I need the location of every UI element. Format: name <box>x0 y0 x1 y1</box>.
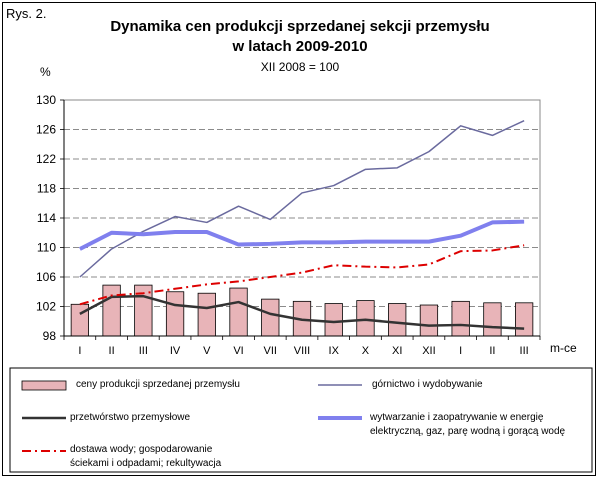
x-tick-label: II <box>489 345 495 357</box>
bar <box>356 300 375 337</box>
legend-label-mining: górnictwo i wydobywanie <box>372 379 483 390</box>
x-tick-label: IV <box>170 345 181 357</box>
x-tick-label: X <box>362 345 370 357</box>
series-line-1 <box>79 119 525 278</box>
x-axis: I II III IV V VI VII VIII IX X XI XII I II III <box>63 335 541 357</box>
bar <box>483 302 502 337</box>
y-axis: 98 102 106 110 114 118 122 126 130 <box>36 93 65 343</box>
y-tick-label: 102 <box>36 300 56 314</box>
bar <box>451 300 470 337</box>
legend-label-energy-2: elektryczną, gaz, parę wodną i gorącą wo… <box>370 426 566 437</box>
bar <box>324 303 343 337</box>
x-axis-label: m-ce <box>550 341 577 355</box>
y-tick-label: 126 <box>36 123 56 137</box>
legend-label-bar: ceny produkcji sprzedanej przemysłu <box>76 379 240 390</box>
x-tick-label: III <box>520 345 529 357</box>
bar <box>70 303 89 337</box>
legend-swatch-bar <box>21 380 67 391</box>
bar <box>419 304 439 337</box>
x-tick-label: VII <box>264 345 277 357</box>
figure-label: Rys. 2. <box>6 6 47 21</box>
figure-frame <box>2 2 596 476</box>
chart-title-years: w latach 2009-2010 <box>232 38 368 55</box>
x-tick-label: VI <box>233 345 243 357</box>
x-tick-label: XI <box>392 345 402 357</box>
x-tick-label: II <box>109 345 115 357</box>
series-line-4 <box>79 244 525 306</box>
y-axis-label: % <box>40 65 51 79</box>
x-tick-label: V <box>203 345 211 357</box>
bar <box>197 292 216 337</box>
series-line-3 <box>78 219 525 251</box>
legend-label-manufacturing: przetwórstwo przemysłowe <box>70 412 191 423</box>
bar <box>388 303 407 337</box>
line-series <box>78 119 525 330</box>
x-tick-label: IX <box>329 345 340 357</box>
y-tick-label: 114 <box>37 211 56 225</box>
x-tick-label: VIII <box>294 345 311 357</box>
bar <box>261 298 280 337</box>
bar <box>515 302 534 337</box>
legend-label-energy-1: wytwarzanie i zaopatrywanie w energię <box>370 412 544 423</box>
x-tick-label: III <box>139 345 148 357</box>
y-tick-label: 118 <box>37 182 56 196</box>
bar <box>229 287 248 337</box>
y-tick-label: 110 <box>37 241 56 255</box>
x-tick-label: I <box>78 345 81 357</box>
y-tick-label: 98 <box>43 329 57 343</box>
legend-label-water-1: dostawa wody; gospodarowanie <box>70 444 213 455</box>
legend-box <box>9 367 593 473</box>
bar <box>102 284 121 337</box>
series-line-2 <box>79 294 525 330</box>
chart-title: Dynamika cen produkcji sprzedanej sekcji… <box>110 18 490 35</box>
x-tick-label: XII <box>422 345 435 357</box>
legend-label-water-2: ściekami i odpadami; rekultywacja <box>70 458 222 469</box>
x-tick-label: I <box>459 345 462 357</box>
chart-subtitle: XII 2008 = 100 <box>260 60 340 74</box>
bar <box>165 291 185 337</box>
y-tick-label: 130 <box>36 93 56 107</box>
y-tick-label: 106 <box>36 270 56 284</box>
y-tick-label: 122 <box>36 152 56 166</box>
